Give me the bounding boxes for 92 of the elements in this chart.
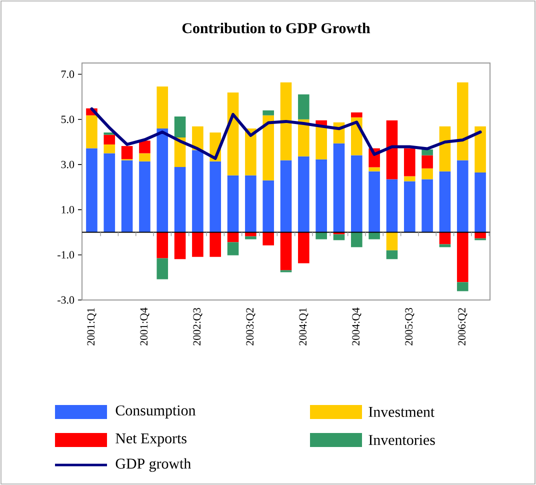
bar (156, 86, 168, 128)
bar (351, 232, 362, 248)
bar (298, 156, 310, 232)
bar (404, 181, 416, 232)
bar (192, 150, 204, 232)
x-tick-label: 2004:Q1 (299, 308, 308, 346)
x-tick-label: 2006:Q2 (458, 308, 468, 346)
bar (422, 168, 433, 180)
bar (174, 167, 186, 232)
bar (456, 282, 468, 292)
bar (280, 82, 292, 160)
y-tick-label: 7.0 (62, 70, 74, 78)
y-tick-label: 1.0 (62, 206, 74, 214)
bar (262, 110, 274, 116)
legend-label: Consumption (116, 405, 196, 419)
bar (316, 126, 327, 160)
bar (262, 180, 274, 232)
bar (104, 153, 116, 232)
y-tick-label: 3.0 (61, 160, 74, 168)
bar (139, 161, 150, 232)
bar (245, 128, 256, 176)
bar (298, 94, 310, 120)
bar (298, 119, 310, 156)
y-tick-label: -1.0 (58, 251, 74, 259)
bar (210, 232, 222, 257)
bar (139, 140, 150, 154)
bar (422, 155, 433, 168)
bar (262, 115, 274, 180)
x-tick-label: 2004:Q4 (352, 308, 362, 346)
bar (245, 175, 256, 232)
bar (156, 258, 168, 280)
legend-label: Net Exports (116, 434, 186, 446)
bar (156, 128, 168, 232)
bar (86, 115, 98, 148)
bar (280, 232, 292, 270)
bar (456, 82, 468, 160)
bar (316, 232, 327, 240)
bar (121, 146, 133, 160)
bar (404, 148, 416, 176)
bar (404, 176, 416, 182)
bar (439, 126, 451, 172)
x-tick-label: 2001:Q1 (87, 308, 96, 346)
bar (227, 175, 239, 232)
bar (351, 155, 362, 232)
bar (474, 172, 486, 232)
bar (104, 144, 116, 154)
bar (86, 148, 98, 232)
bar (227, 242, 239, 256)
bar (280, 160, 292, 232)
bar (104, 134, 116, 144)
line-series (90, 107, 482, 160)
bar (456, 160, 468, 232)
bar (474, 126, 486, 172)
bar (386, 232, 398, 250)
bar (227, 92, 239, 176)
bar (456, 232, 468, 282)
bar (422, 149, 433, 156)
bar (298, 232, 310, 264)
bar (156, 232, 168, 258)
bar (351, 112, 362, 118)
bar (174, 232, 186, 260)
bar (174, 116, 186, 138)
legend-label: Inventories (368, 434, 435, 445)
bar (422, 179, 433, 232)
legend-label: GDP growth (116, 458, 191, 472)
bar (386, 250, 398, 260)
legend-label: Investment (368, 407, 435, 417)
bar (368, 167, 380, 172)
bar (262, 232, 274, 246)
bar (333, 143, 345, 232)
x-tick-label: 2002:Q3 (193, 308, 202, 346)
y-tick-label: -3.0 (58, 296, 74, 304)
bar (386, 179, 398, 232)
bar (333, 234, 345, 240)
x-tick-label: 2001:Q4 (140, 308, 150, 346)
y-tick-label: 5.0 (61, 116, 74, 124)
bar (245, 236, 256, 240)
bar (368, 171, 380, 232)
x-tick-label: 2003:Q2 (246, 308, 256, 346)
x-tick-label: 2005:Q3 (405, 308, 414, 346)
chart-title: Contribution to GDP Growth (182, 22, 370, 34)
bar (439, 171, 451, 232)
bar (192, 126, 204, 150)
bar (386, 120, 398, 180)
bar (316, 159, 327, 232)
bar (121, 160, 133, 232)
bar (368, 232, 380, 240)
bar (474, 232, 486, 238)
bar (439, 244, 451, 248)
bar (210, 161, 222, 232)
bar (139, 153, 150, 162)
bar (192, 232, 204, 257)
